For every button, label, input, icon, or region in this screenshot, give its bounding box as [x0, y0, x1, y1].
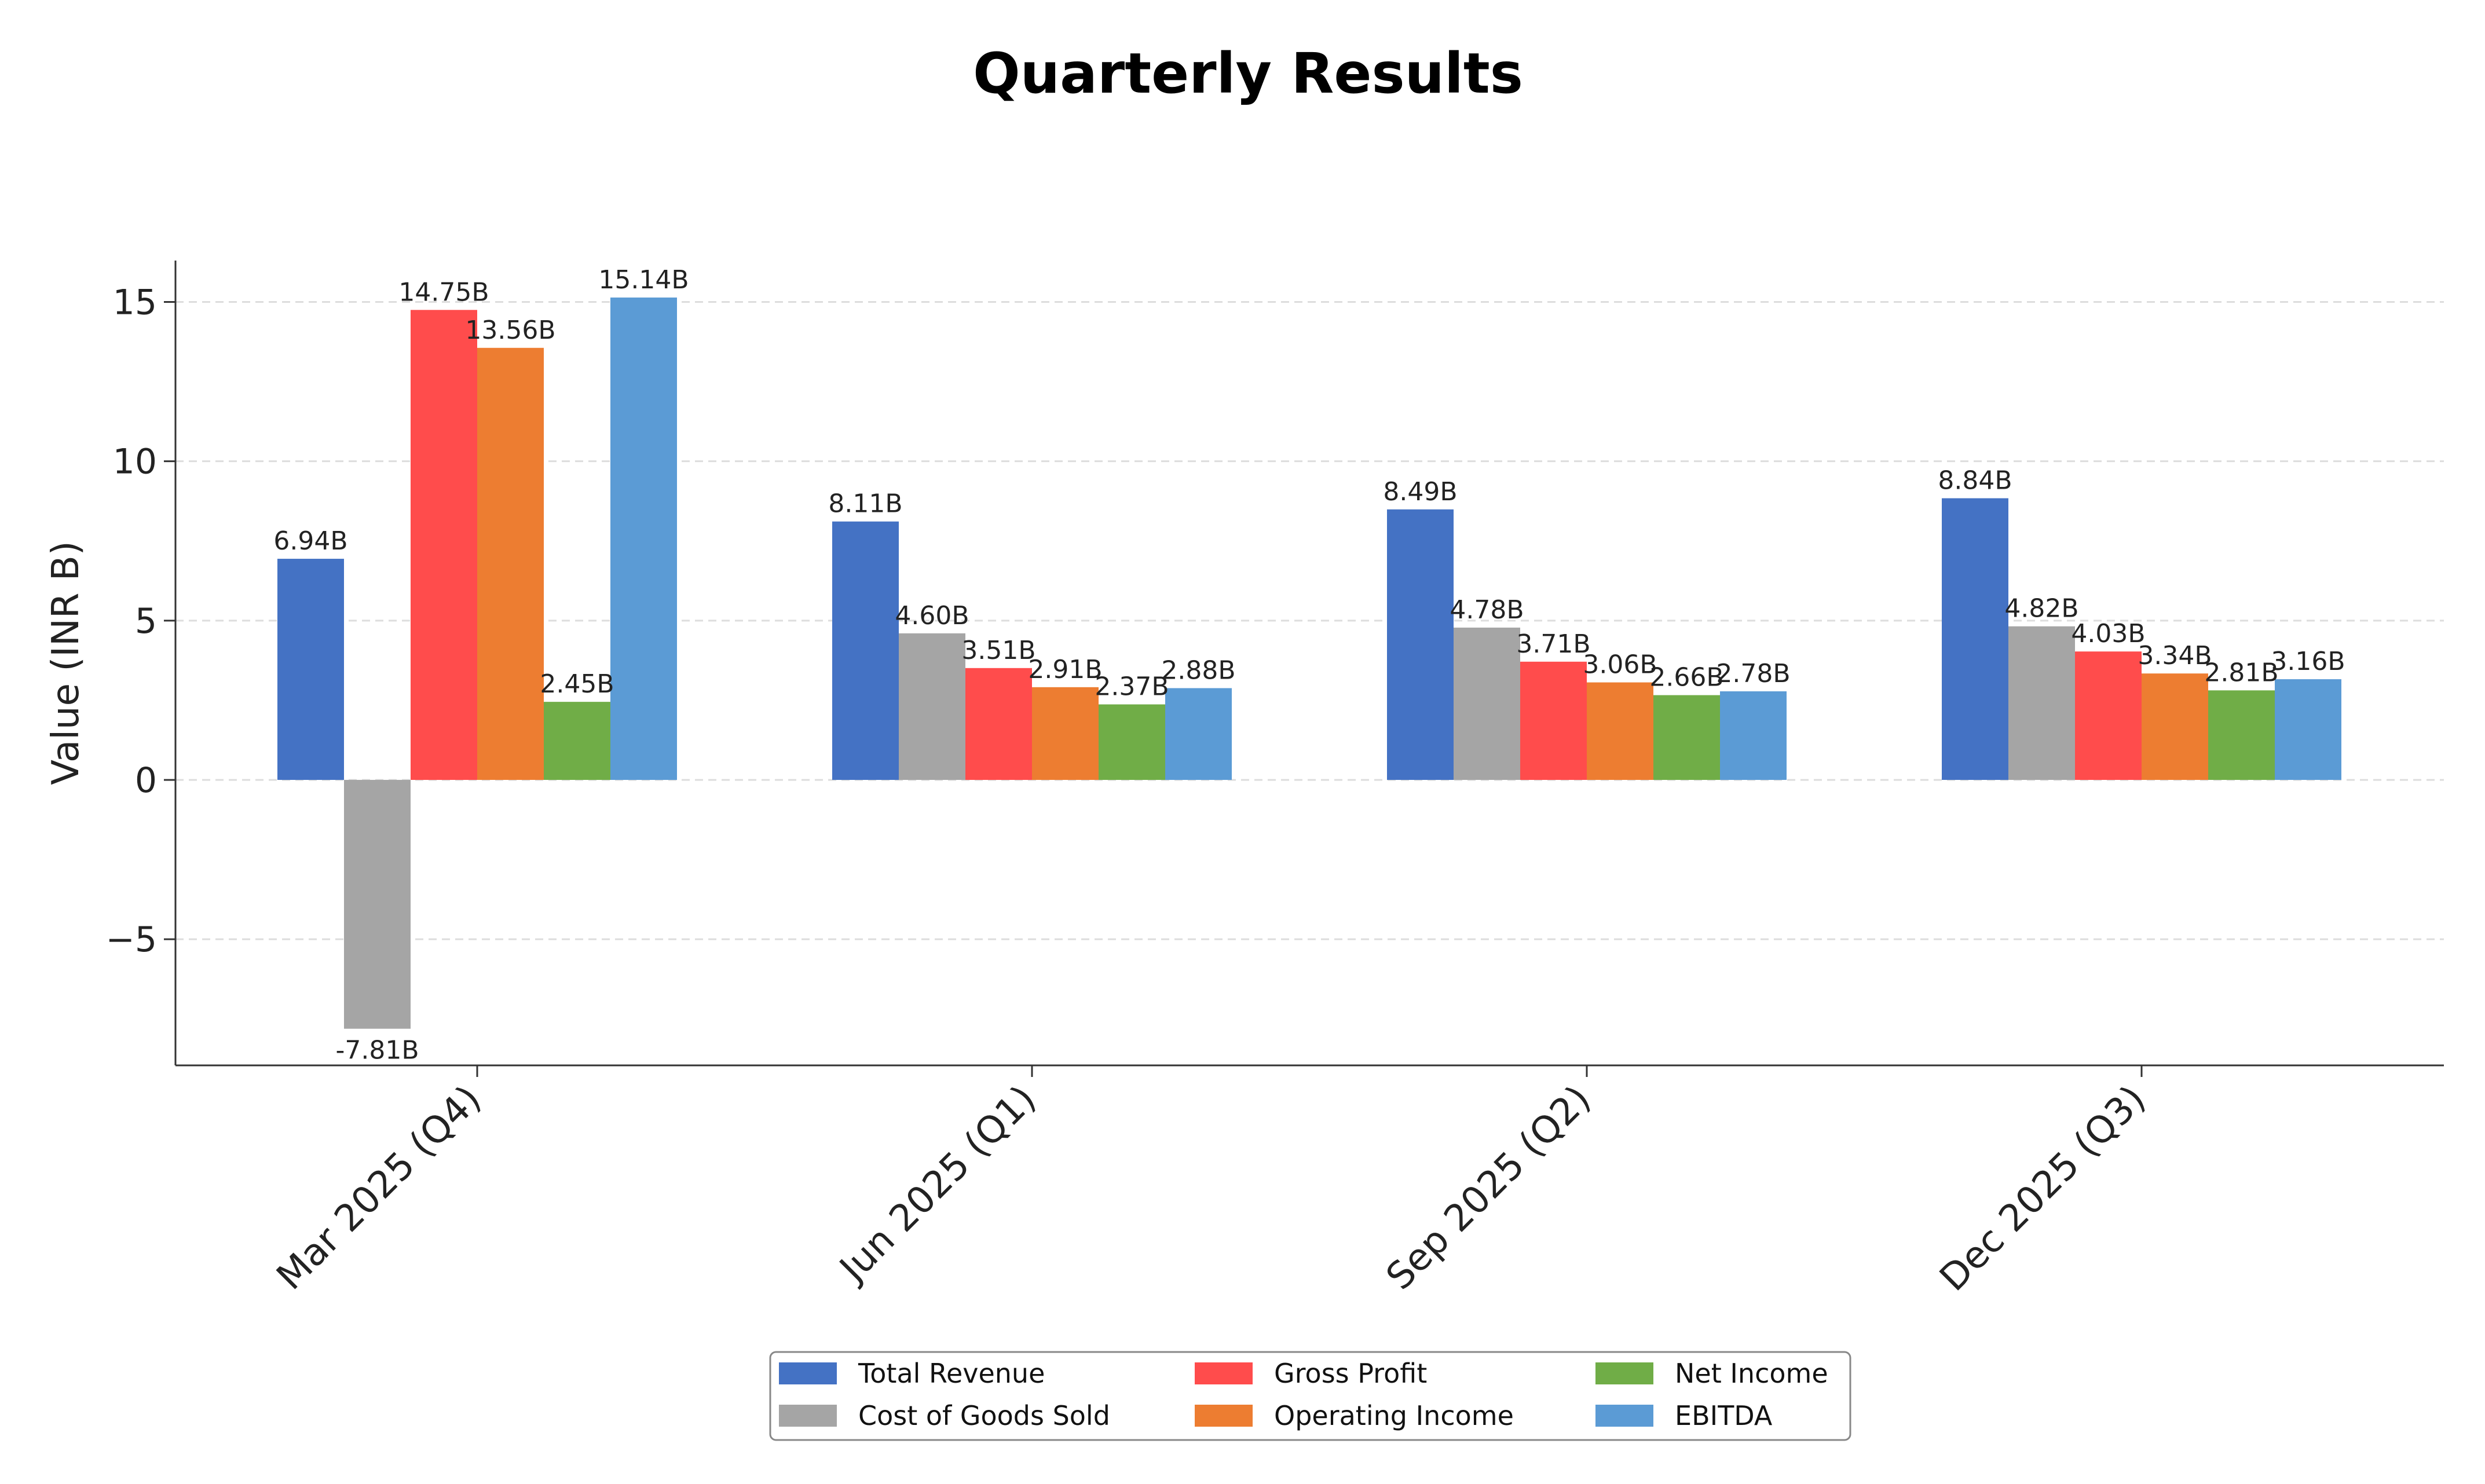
bar [1387, 509, 1454, 780]
legend-label: Total Revenue [858, 1358, 1045, 1389]
data-label: 3.16B [2271, 647, 2345, 676]
data-label: 2.66B [1649, 663, 1723, 692]
bar [2275, 679, 2341, 780]
bar [544, 702, 610, 780]
legend-box [769, 1351, 1851, 1441]
bar [277, 559, 344, 780]
legend: Total Revenue Cost of Goods Sold Gross Pro… [769, 1351, 1851, 1441]
bar [2208, 690, 2275, 780]
bar [344, 779, 411, 1029]
axes [174, 261, 2444, 1067]
bars [277, 297, 2341, 1029]
legend-swatch [779, 1405, 837, 1427]
x-tick-label: Mar 2025 (Q4) [269, 1078, 489, 1298]
data-labels: 6.94B 8.11B 8.49B 8.84B -7.81B 4.60B 4.78B 4.82… [273, 265, 2345, 1065]
data-label: 4.78B [1450, 595, 1524, 625]
data-label: 2.91B [1028, 655, 1102, 684]
x-tick-label: Sep 2025 (Q2) [1378, 1078, 1599, 1298]
legend-label: Net Income [1675, 1358, 1828, 1389]
legend-swatch [1595, 1405, 1653, 1427]
bar [1520, 661, 1587, 780]
data-label: 8.11B [828, 489, 902, 519]
legend-swatch [1595, 1362, 1653, 1384]
bar [2008, 626, 2075, 780]
data-label: 3.34B [2138, 641, 2212, 670]
data-label: 8.49B [1383, 477, 1457, 507]
y-tick-label: 10 [113, 442, 157, 482]
data-label: 3.51B [961, 636, 1035, 665]
legend-label: Operating Income [1274, 1400, 1514, 1431]
y-tick-label: 5 [135, 601, 157, 642]
data-label: -7.81B [335, 1036, 419, 1065]
data-label: 4.60B [895, 601, 969, 631]
chart-title: Quarterly Results [973, 41, 1523, 106]
x-tick-label: Dec 2025 (Q3) [1932, 1078, 2154, 1300]
bar [2075, 651, 2142, 780]
data-label: 2.45B [540, 669, 614, 699]
legend-swatch [1195, 1405, 1253, 1427]
bar [1587, 682, 1653, 780]
data-label: 4.03B [2071, 619, 2145, 648]
bar [1942, 498, 2008, 780]
bar [477, 347, 544, 780]
x-tick-label: Jun 2025 (Q1) [830, 1078, 1045, 1292]
bar [1165, 688, 1232, 780]
y-tick-label: −5 [106, 919, 157, 960]
bar [832, 521, 899, 780]
y-tick-label: 15 [113, 283, 157, 323]
legend-swatch [779, 1362, 837, 1384]
data-label: 13.56B [465, 316, 555, 345]
data-label: 2.78B [1716, 659, 1790, 688]
x-ticks: Mar 2025 (Q4) Jun 2025 (Q1) Sep 2025 (Q2) D… [269, 1065, 2154, 1300]
data-label: 14.75B [398, 277, 489, 307]
data-label: 8.84B [1938, 466, 2012, 496]
bar [1099, 704, 1165, 780]
data-label: 15.14B [598, 265, 689, 295]
bar [899, 633, 965, 780]
data-label: 2.88B [1161, 655, 1235, 685]
legend-label: Gross Profit [1274, 1358, 1427, 1389]
legend-label: EBITDA [1675, 1400, 1773, 1431]
data-label: 6.94B [273, 526, 347, 556]
bar [965, 668, 1032, 780]
bar [1653, 695, 1720, 780]
bar [411, 310, 477, 780]
data-label: 3.06B [1583, 650, 1657, 680]
y-ticks: −5 0 5 10 15 [106, 283, 175, 960]
data-label: 2.37B [1095, 672, 1169, 702]
legend-swatch [1195, 1362, 1253, 1384]
bar [1720, 691, 1787, 780]
bar [610, 297, 677, 780]
bar [2142, 673, 2208, 780]
bar [1032, 687, 1099, 780]
data-label: 3.71B [1516, 629, 1590, 659]
legend-label: Cost of Goods Sold [858, 1400, 1110, 1431]
bar [1454, 627, 1520, 780]
data-label: 2.81B [2204, 658, 2278, 687]
y-axis-label: Value (INR B) [45, 541, 87, 785]
data-label: 4.82B [2004, 594, 2078, 624]
y-tick-label: 0 [135, 760, 157, 801]
